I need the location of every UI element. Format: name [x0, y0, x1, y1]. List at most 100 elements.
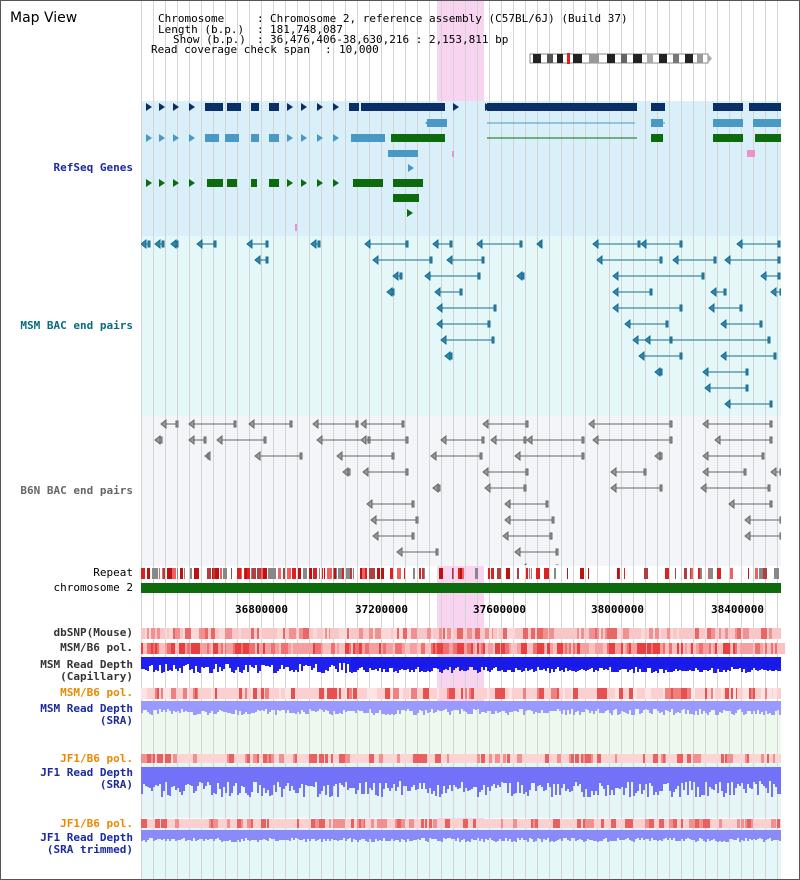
bac-end-marker [502, 530, 509, 542]
depth-bar [407, 701, 409, 709]
depth-bar [271, 657, 273, 665]
bac-end-marker [481, 436, 485, 444]
heat-cell [141, 819, 147, 828]
chromosome-ideogram[interactable] [529, 53, 712, 64]
depth-bar [213, 657, 215, 669]
b6n-bac-end-pairs-track[interactable] [141, 417, 781, 565]
depth-bar [417, 701, 419, 713]
heat-cell [413, 754, 419, 763]
depth-bar [231, 657, 233, 672]
repeat-track[interactable] [141, 568, 781, 579]
heat-cell [339, 754, 345, 763]
depth-bar [555, 767, 557, 795]
heat-cell [737, 819, 740, 828]
bac-end-marker [724, 254, 731, 266]
depth-bar [719, 701, 721, 712]
depth-bar [727, 767, 729, 783]
jf1-depth-sra-track[interactable] [141, 767, 781, 799]
depth-bar [563, 830, 565, 838]
depth-bar [229, 657, 231, 668]
heat-cell [447, 628, 449, 639]
bac-end-marker [777, 240, 781, 248]
heat-cell [591, 754, 593, 763]
depth-bar [539, 701, 541, 713]
depth-bar [769, 701, 771, 713]
repeat-block [168, 568, 172, 579]
depth-bar [565, 701, 567, 715]
msm-bac-end-pairs-track[interactable] [141, 237, 781, 415]
msm-depth-capillary-track[interactable] [141, 657, 781, 685]
heat-cell [765, 643, 768, 654]
depth-bar [309, 701, 311, 709]
depth-bar [461, 701, 463, 709]
heat-cell [769, 628, 772, 639]
heat-cell [745, 754, 747, 763]
bac-end-marker [434, 286, 441, 298]
heat-cell [247, 819, 252, 828]
msm-b6-pol-track-1[interactable] [141, 643, 785, 654]
heat-cell [279, 628, 283, 639]
depth-bar [219, 657, 221, 667]
repeat-block [155, 568, 158, 579]
heat-cell [339, 688, 341, 699]
dbsnp-track[interactable] [141, 628, 781, 639]
heat-cell [699, 643, 703, 654]
heat-cell [263, 754, 268, 763]
depth-bar [301, 701, 303, 710]
jf1-b6-pol-track-2[interactable] [141, 819, 781, 828]
repeat-track-label: Repeat [93, 566, 133, 579]
depth-bar [555, 701, 557, 711]
depth-bar [313, 657, 315, 668]
depth-bar [325, 767, 327, 795]
heat-cell [191, 643, 195, 654]
depth-bar [499, 767, 501, 787]
heat-cell [261, 688, 264, 699]
depth-bar [359, 767, 361, 783]
msm-b6-pol-track-2[interactable] [141, 688, 781, 699]
heat-cell [161, 819, 167, 828]
heat-cell [421, 819, 424, 828]
heat-cell [691, 688, 695, 699]
depth-bar [637, 830, 639, 838]
depth-bar [689, 657, 691, 669]
heat-cell [385, 819, 387, 828]
heat-cell [721, 754, 724, 763]
heat-cell [433, 819, 437, 828]
jf1-b6-pol-track-1[interactable] [141, 754, 781, 763]
heat-cell [469, 688, 472, 699]
bac-end-marker [188, 434, 195, 446]
depth-bar [313, 830, 315, 839]
refseq-genes-track[interactable] [141, 99, 781, 237]
heat-cell [345, 643, 350, 654]
heat-cell [155, 819, 160, 828]
depth-bar [369, 830, 371, 839]
heat-cell [177, 628, 180, 639]
heat-cell [313, 628, 317, 639]
depth-bar [675, 701, 677, 713]
grid-line [693, 1, 694, 879]
depth-bar [553, 830, 555, 842]
heat-cell [631, 819, 633, 828]
repeat-block [730, 568, 733, 579]
depth-bar [183, 830, 185, 838]
repeat-block [177, 568, 178, 579]
depth-bar [689, 701, 691, 714]
bac-end-marker [767, 336, 771, 344]
heat-cell [495, 754, 500, 763]
depth-bar [455, 830, 457, 841]
chromosome-bar[interactable] [141, 583, 781, 593]
bac-end-marker [391, 288, 395, 296]
jf1-depth-trimmed-track[interactable] [141, 830, 781, 844]
depth-bar [489, 701, 491, 711]
msm-depth-sra-track[interactable] [141, 701, 781, 719]
heat-cell [645, 688, 651, 699]
depth-bar [255, 657, 257, 665]
depth-bar [167, 701, 169, 709]
depth-bar [421, 830, 423, 838]
depth-bar [759, 830, 761, 838]
depth-bar [305, 657, 307, 665]
heat-cell [669, 819, 674, 828]
repeat-block [141, 568, 143, 579]
depth-bar [175, 830, 177, 841]
heat-cell [271, 754, 274, 763]
